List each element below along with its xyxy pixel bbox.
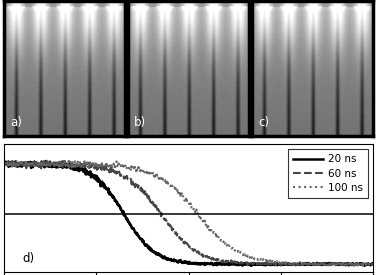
100 ns: [256, 258, 260, 262]
Text: a): a): [10, 116, 22, 129]
20 ns: [43, 160, 48, 163]
Line: 20 ns: 20 ns: [4, 161, 373, 266]
Text: d): d): [22, 252, 34, 265]
20 ns: [290, 263, 295, 266]
Line: 60 ns: 60 ns: [4, 161, 373, 266]
Line: 100 ns: 100 ns: [4, 160, 373, 266]
60 ns: [2, 160, 6, 164]
20 ns: [256, 262, 261, 265]
20 ns: [297, 263, 302, 266]
100 ns: [14, 158, 19, 162]
60 ns: [44, 159, 49, 163]
100 ns: [371, 263, 375, 266]
100 ns: [352, 264, 356, 268]
Text: b): b): [134, 116, 146, 129]
100 ns: [151, 171, 156, 174]
20 ns: [39, 163, 44, 167]
100 ns: [290, 261, 294, 264]
60 ns: [361, 264, 365, 268]
20 ns: [165, 257, 169, 260]
20 ns: [151, 249, 156, 253]
60 ns: [256, 262, 260, 265]
60 ns: [371, 263, 375, 266]
20 ns: [241, 264, 245, 267]
100 ns: [2, 163, 6, 167]
20 ns: [371, 262, 375, 266]
60 ns: [290, 263, 294, 266]
60 ns: [165, 219, 169, 223]
100 ns: [165, 179, 169, 182]
100 ns: [297, 262, 301, 265]
Text: c): c): [258, 116, 269, 129]
Legend: 20 ns, 60 ns, 100 ns: 20 ns, 60 ns, 100 ns: [288, 149, 368, 198]
100 ns: [40, 161, 44, 164]
60 ns: [39, 160, 44, 163]
60 ns: [297, 262, 301, 265]
20 ns: [2, 162, 6, 165]
60 ns: [151, 204, 156, 207]
